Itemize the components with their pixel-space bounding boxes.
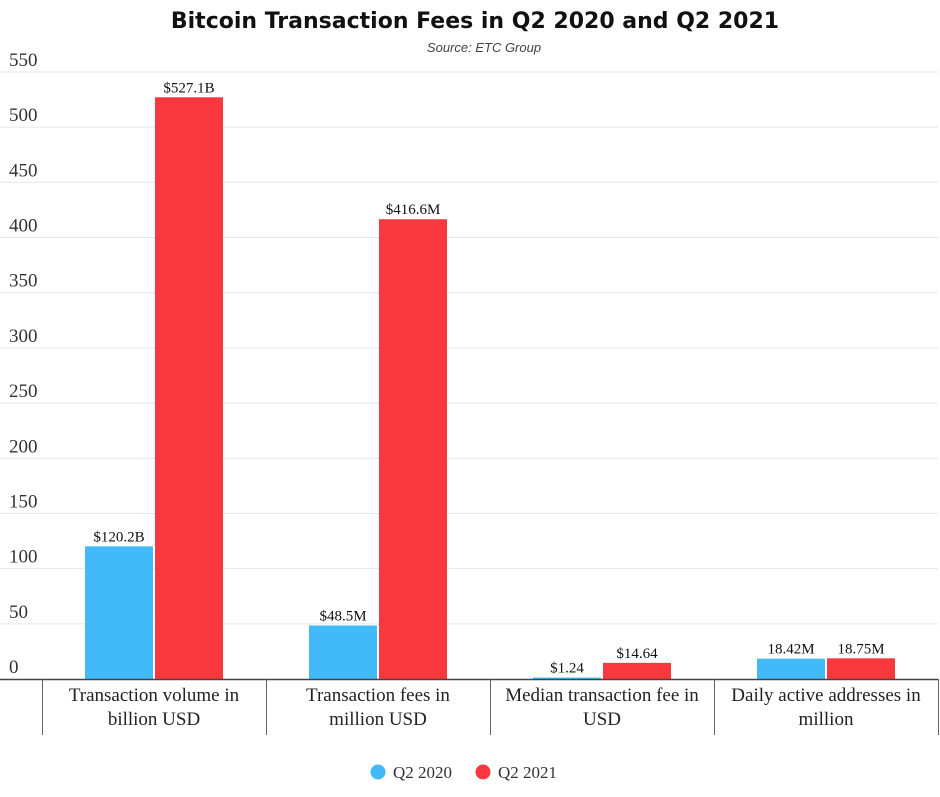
y-tick-label: 150 <box>9 491 38 512</box>
x-category-label: billion USD <box>108 709 200 730</box>
data-label: 18.75M <box>837 641 884 657</box>
bars <box>85 97 895 680</box>
x-category-label: million <box>799 709 854 730</box>
data-label: $120.2B <box>93 529 144 545</box>
legend-swatch <box>370 764 386 780</box>
data-label: $1.24 <box>550 661 584 677</box>
y-tick-label: 50 <box>9 602 28 623</box>
y-tick-label: 450 <box>9 160 38 181</box>
y-axis: 0 50 100 150 200 250 300 350 400 450 500 550 <box>9 50 38 678</box>
legend[interactable]: Q2 2020 Q2 2021 <box>370 763 558 782</box>
x-category-label: Transaction fees in <box>306 685 450 706</box>
data-label: $527.1B <box>163 80 214 96</box>
data-label: $416.6M <box>386 202 441 218</box>
bar-q2-2020[interactable] <box>757 658 825 679</box>
y-tick-label: 200 <box>9 436 38 457</box>
y-tick-label: 550 <box>9 50 38 71</box>
x-category-label: USD <box>583 709 621 730</box>
y-tick-label: 100 <box>9 547 38 568</box>
x-category-label: Median transaction fee in <box>505 685 699 706</box>
bar-q2-2021[interactable] <box>603 662 671 679</box>
y-tick-label: 300 <box>9 326 38 347</box>
x-category-label: Transaction volume in <box>69 685 240 706</box>
data-labels: $120.2B $527.1B $48.5M $416.6M $1.24 $14.64 18… <box>93 80 884 676</box>
y-tick-label: 500 <box>9 105 38 126</box>
chart-title: Bitcoin Transaction Fees in Q2 2020 and … <box>171 9 779 34</box>
bar-q2-2020[interactable] <box>85 546 153 679</box>
y-tick-label: 400 <box>9 216 38 237</box>
chart-subtitle: Source: ETC Group <box>427 40 541 55</box>
x-category-label: million USD <box>329 709 427 730</box>
y-tick-label: 350 <box>9 271 38 292</box>
bar-q2-2020[interactable] <box>533 677 601 679</box>
bar-q2-2021[interactable] <box>827 658 895 679</box>
x-axis: Transaction volume in billion USD Transact… <box>0 678 939 735</box>
data-label: $48.5M <box>319 608 366 624</box>
bar-q2-2021[interactable] <box>155 97 223 680</box>
y-tick-label: 250 <box>9 381 38 402</box>
y-tick-label: 0 <box>9 657 19 678</box>
data-label: $14.64 <box>616 646 658 662</box>
legend-label[interactable]: Q2 2020 <box>393 763 452 782</box>
legend-swatch <box>475 764 491 780</box>
data-label: 18.42M <box>767 642 814 658</box>
bar-q2-2020[interactable] <box>309 625 377 679</box>
bar-q2-2021[interactable] <box>379 219 447 679</box>
x-category-label: Daily active addresses in <box>731 685 921 706</box>
legend-label[interactable]: Q2 2021 <box>498 763 557 782</box>
